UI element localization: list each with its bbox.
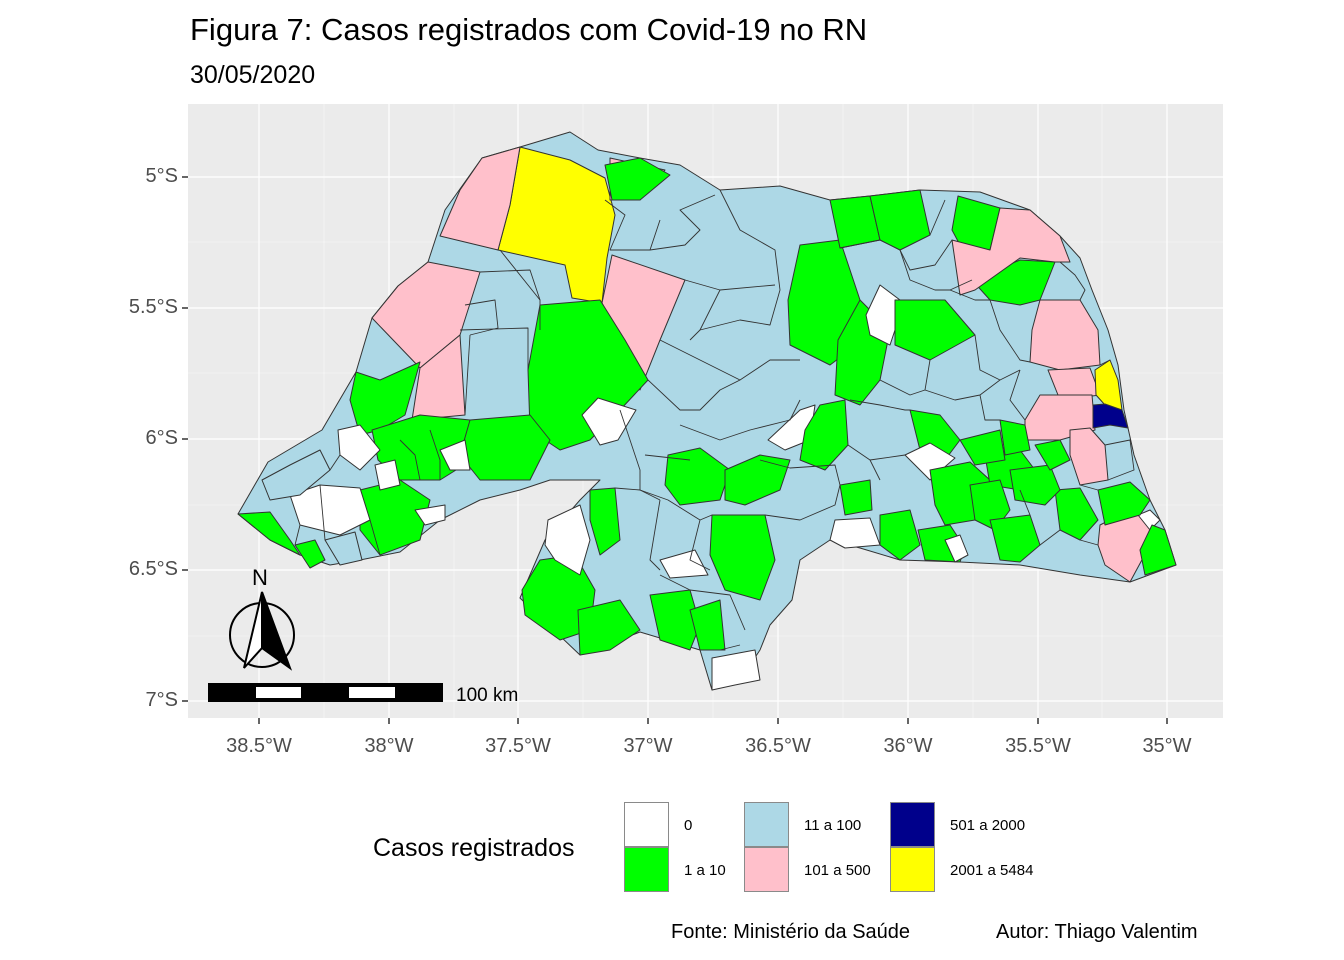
legend-label: 501 a 2000 bbox=[950, 817, 1026, 834]
x-tick-label: 35.5°W bbox=[1005, 735, 1071, 757]
parnamirim-region bbox=[1092, 403, 1129, 429]
legend-swatch bbox=[624, 847, 669, 892]
x-axis-tick-marks bbox=[258, 718, 1168, 724]
map-panel: N 100 km bbox=[188, 104, 1223, 718]
x-tick-label: 38.5°W bbox=[226, 735, 292, 757]
legend-label: 1 a 10 bbox=[684, 862, 726, 879]
author-caption: Autor: Thiago Valentim bbox=[996, 921, 1198, 943]
legend-swatch bbox=[890, 847, 935, 892]
legend-label: 2001 a 5484 bbox=[950, 862, 1034, 879]
scale-bar-label: 100 km bbox=[456, 685, 518, 706]
legend-label: 101 a 500 bbox=[804, 862, 871, 879]
y-axis-tick-marks bbox=[182, 176, 188, 702]
x-tick-label: 38°W bbox=[364, 735, 414, 757]
legend-label: 0 bbox=[684, 817, 693, 834]
y-tick-label: 5°S bbox=[145, 165, 178, 187]
x-tick-label: 37°W bbox=[623, 735, 673, 757]
municipal-boundaries bbox=[294, 189, 1135, 651]
figure-subtitle: 30/05/2020 bbox=[190, 61, 316, 89]
x-tick-label: 37.5°W bbox=[485, 735, 551, 757]
x-tick-label: 36°W bbox=[883, 735, 933, 757]
north-arrow-label: N bbox=[252, 565, 268, 590]
legend-swatch bbox=[624, 802, 669, 847]
y-tick-label: 6.5°S bbox=[128, 558, 178, 580]
y-tick-label: 7°S bbox=[145, 689, 178, 711]
source-caption: Fonte: Ministério da Saúde bbox=[671, 921, 911, 943]
legend-swatch bbox=[744, 847, 789, 892]
figure-title: Figura 7: Casos registrados com Covid-19… bbox=[190, 12, 868, 47]
state-map bbox=[237, 131, 1177, 691]
x-tick-label: 36.5°W bbox=[745, 735, 811, 757]
legend-title: Casos registrados bbox=[373, 834, 575, 862]
legend-label: 11 a 100 bbox=[804, 817, 862, 834]
y-tick-label: 6°S bbox=[145, 427, 178, 449]
legend-swatch bbox=[744, 802, 789, 847]
y-tick-label: 5.5°S bbox=[128, 296, 178, 318]
legend-swatch bbox=[890, 802, 935, 847]
north-arrow: N bbox=[229, 565, 295, 671]
x-tick-label: 35°W bbox=[1142, 735, 1192, 757]
scale-bar: 100 km bbox=[208, 683, 518, 706]
